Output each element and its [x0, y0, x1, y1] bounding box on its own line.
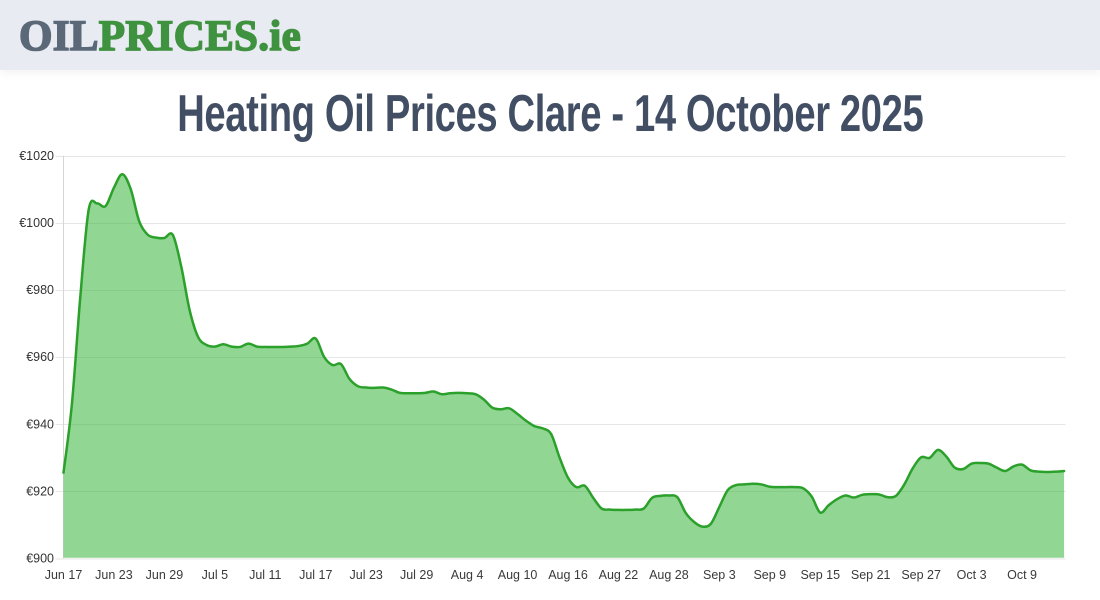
svg-text:Sep 9: Sep 9 — [753, 568, 786, 582]
svg-text:Jun 23: Jun 23 — [95, 568, 133, 582]
svg-text:€960: €960 — [26, 350, 54, 364]
svg-text:Jul 11: Jul 11 — [249, 568, 281, 582]
svg-text:Sep 27: Sep 27 — [901, 568, 941, 582]
svg-text:Jun 29: Jun 29 — [146, 568, 184, 582]
svg-text:Jul 29: Jul 29 — [400, 568, 433, 582]
svg-text:€900: €900 — [26, 551, 54, 565]
svg-text:Sep 3: Sep 3 — [703, 568, 736, 582]
svg-text:Oct 3: Oct 3 — [957, 568, 987, 582]
svg-text:Aug 10: Aug 10 — [498, 568, 538, 582]
svg-text:€980: €980 — [26, 283, 54, 297]
svg-text:Jul 5: Jul 5 — [202, 568, 228, 582]
svg-text:€1000: €1000 — [19, 216, 54, 230]
svg-text:Aug 4: Aug 4 — [451, 568, 484, 582]
svg-text:Oct 9: Oct 9 — [1007, 568, 1037, 582]
svg-text:Aug 28: Aug 28 — [649, 568, 689, 582]
svg-text:Sep 21: Sep 21 — [851, 568, 891, 582]
svg-text:€1020: €1020 — [19, 149, 54, 163]
svg-text:Jul 23: Jul 23 — [350, 568, 383, 582]
svg-text:Jul 17: Jul 17 — [299, 568, 332, 582]
svg-text:Sep 15: Sep 15 — [800, 568, 840, 582]
svg-text:€920: €920 — [26, 484, 54, 498]
svg-text:€940: €940 — [26, 417, 54, 431]
svg-text:Jun 17: Jun 17 — [45, 568, 83, 582]
svg-text:Aug 22: Aug 22 — [599, 568, 639, 582]
svg-text:Aug 16: Aug 16 — [548, 568, 588, 582]
